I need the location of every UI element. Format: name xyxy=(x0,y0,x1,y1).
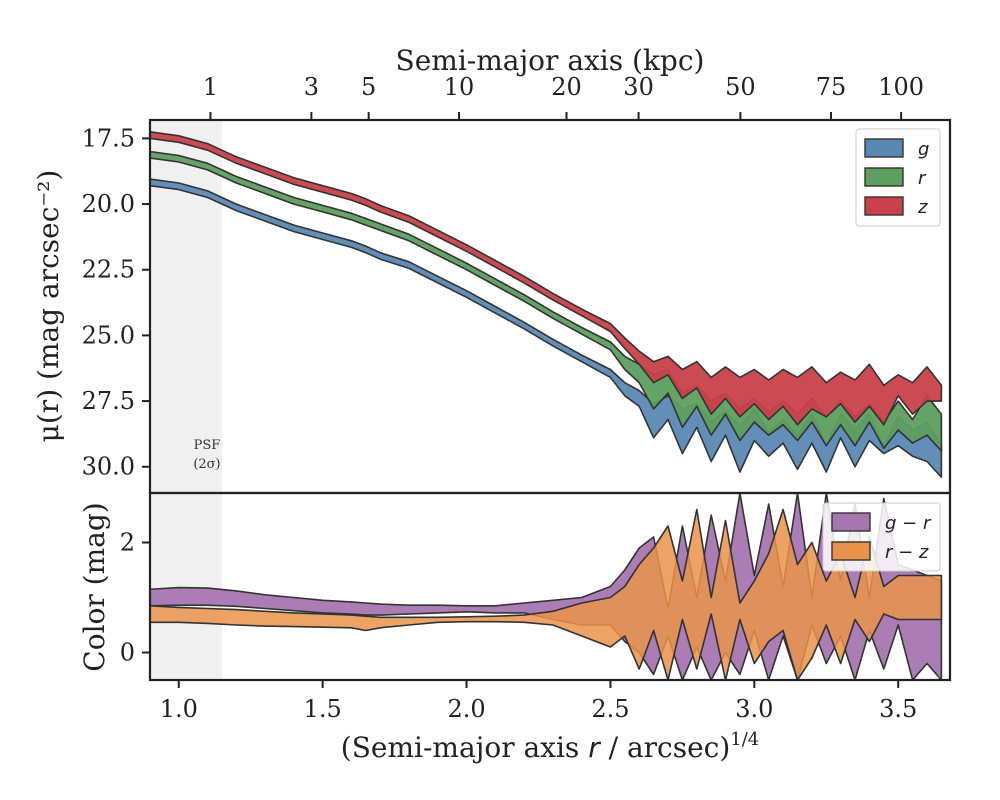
surface-brightness-plot xyxy=(151,131,943,478)
top-xtick-label: 100 xyxy=(878,73,924,101)
color-ytick-label: 2 xyxy=(120,529,135,557)
top-xtick-label: 50 xyxy=(725,73,756,101)
sb-ytick-label: 27.5 xyxy=(82,387,135,415)
sb-legend-swatch xyxy=(864,196,904,216)
sb-legend-swatch xyxy=(864,138,904,158)
band-r xyxy=(151,150,943,452)
legend-top: grz xyxy=(855,128,941,227)
sb-ytick-label: 30.0 xyxy=(82,453,135,481)
sb-ytick-label: 25.0 xyxy=(82,321,135,349)
sb-legend-swatch xyxy=(864,167,904,187)
color-legend-swatch xyxy=(831,541,871,561)
color-ytick-label: 0 xyxy=(120,639,135,667)
top-xtick-label: 1 xyxy=(203,73,218,101)
sb-legend-label: r xyxy=(918,168,927,189)
bottom-panel-frame xyxy=(148,491,952,682)
top-axis-title: Semi-major axis (kpc) xyxy=(396,44,705,77)
axis-ticks: 1.0 1.5 2.0 2.5 3.0 3.51 3 5 10 20 30 50 75 10017.520… xyxy=(82,73,924,723)
legend-bottom: g − r r − z xyxy=(822,502,941,572)
psf-label-line1: PSF xyxy=(194,438,221,453)
sb-ytick-label: 20.0 xyxy=(82,190,135,218)
band-z xyxy=(151,131,943,426)
top-xtick-label: 5 xyxy=(361,73,376,101)
color-legend-swatch xyxy=(831,512,871,532)
top-xtick-label: 3 xyxy=(304,73,319,101)
color-legend-label: g − r xyxy=(885,513,932,534)
band-g xyxy=(151,178,943,478)
color-legend-label: r − z xyxy=(885,542,929,563)
bottom-xtick-label: 3.0 xyxy=(735,695,773,723)
color-plot xyxy=(151,494,943,679)
bottom-xtick-label: 3.5 xyxy=(879,695,917,723)
psf-label-line2: (2σ) xyxy=(193,457,220,472)
top-xtick-label: 75 xyxy=(816,73,847,101)
top-xtick-label: 20 xyxy=(551,73,582,101)
sb-legend-label: z xyxy=(917,197,928,218)
bottom-xtick-label: 1.0 xyxy=(160,695,198,723)
band-r-minus-z xyxy=(151,508,943,679)
bottom-xtick-label: 2.0 xyxy=(447,695,485,723)
surface-brightness-ylabel: μ(r) (mag arcsec⁻²) xyxy=(32,170,65,443)
sb-legend-label: g xyxy=(918,139,929,160)
sb-ytick-label: 17.5 xyxy=(82,124,135,152)
top-xtick-label: 10 xyxy=(444,73,475,101)
top-xtick-label: 30 xyxy=(623,73,654,101)
color-ylabel: Color (mag) xyxy=(78,502,111,671)
bottom-xtick-label: 1.5 xyxy=(304,695,342,723)
sb-ytick-label: 22.5 xyxy=(82,256,135,284)
bottom-axis-title: (Semi-major axis r / arcsec)1/4 xyxy=(341,729,759,764)
bottom-xtick-label: 2.5 xyxy=(591,695,629,723)
psf-region-bottom xyxy=(150,493,222,680)
